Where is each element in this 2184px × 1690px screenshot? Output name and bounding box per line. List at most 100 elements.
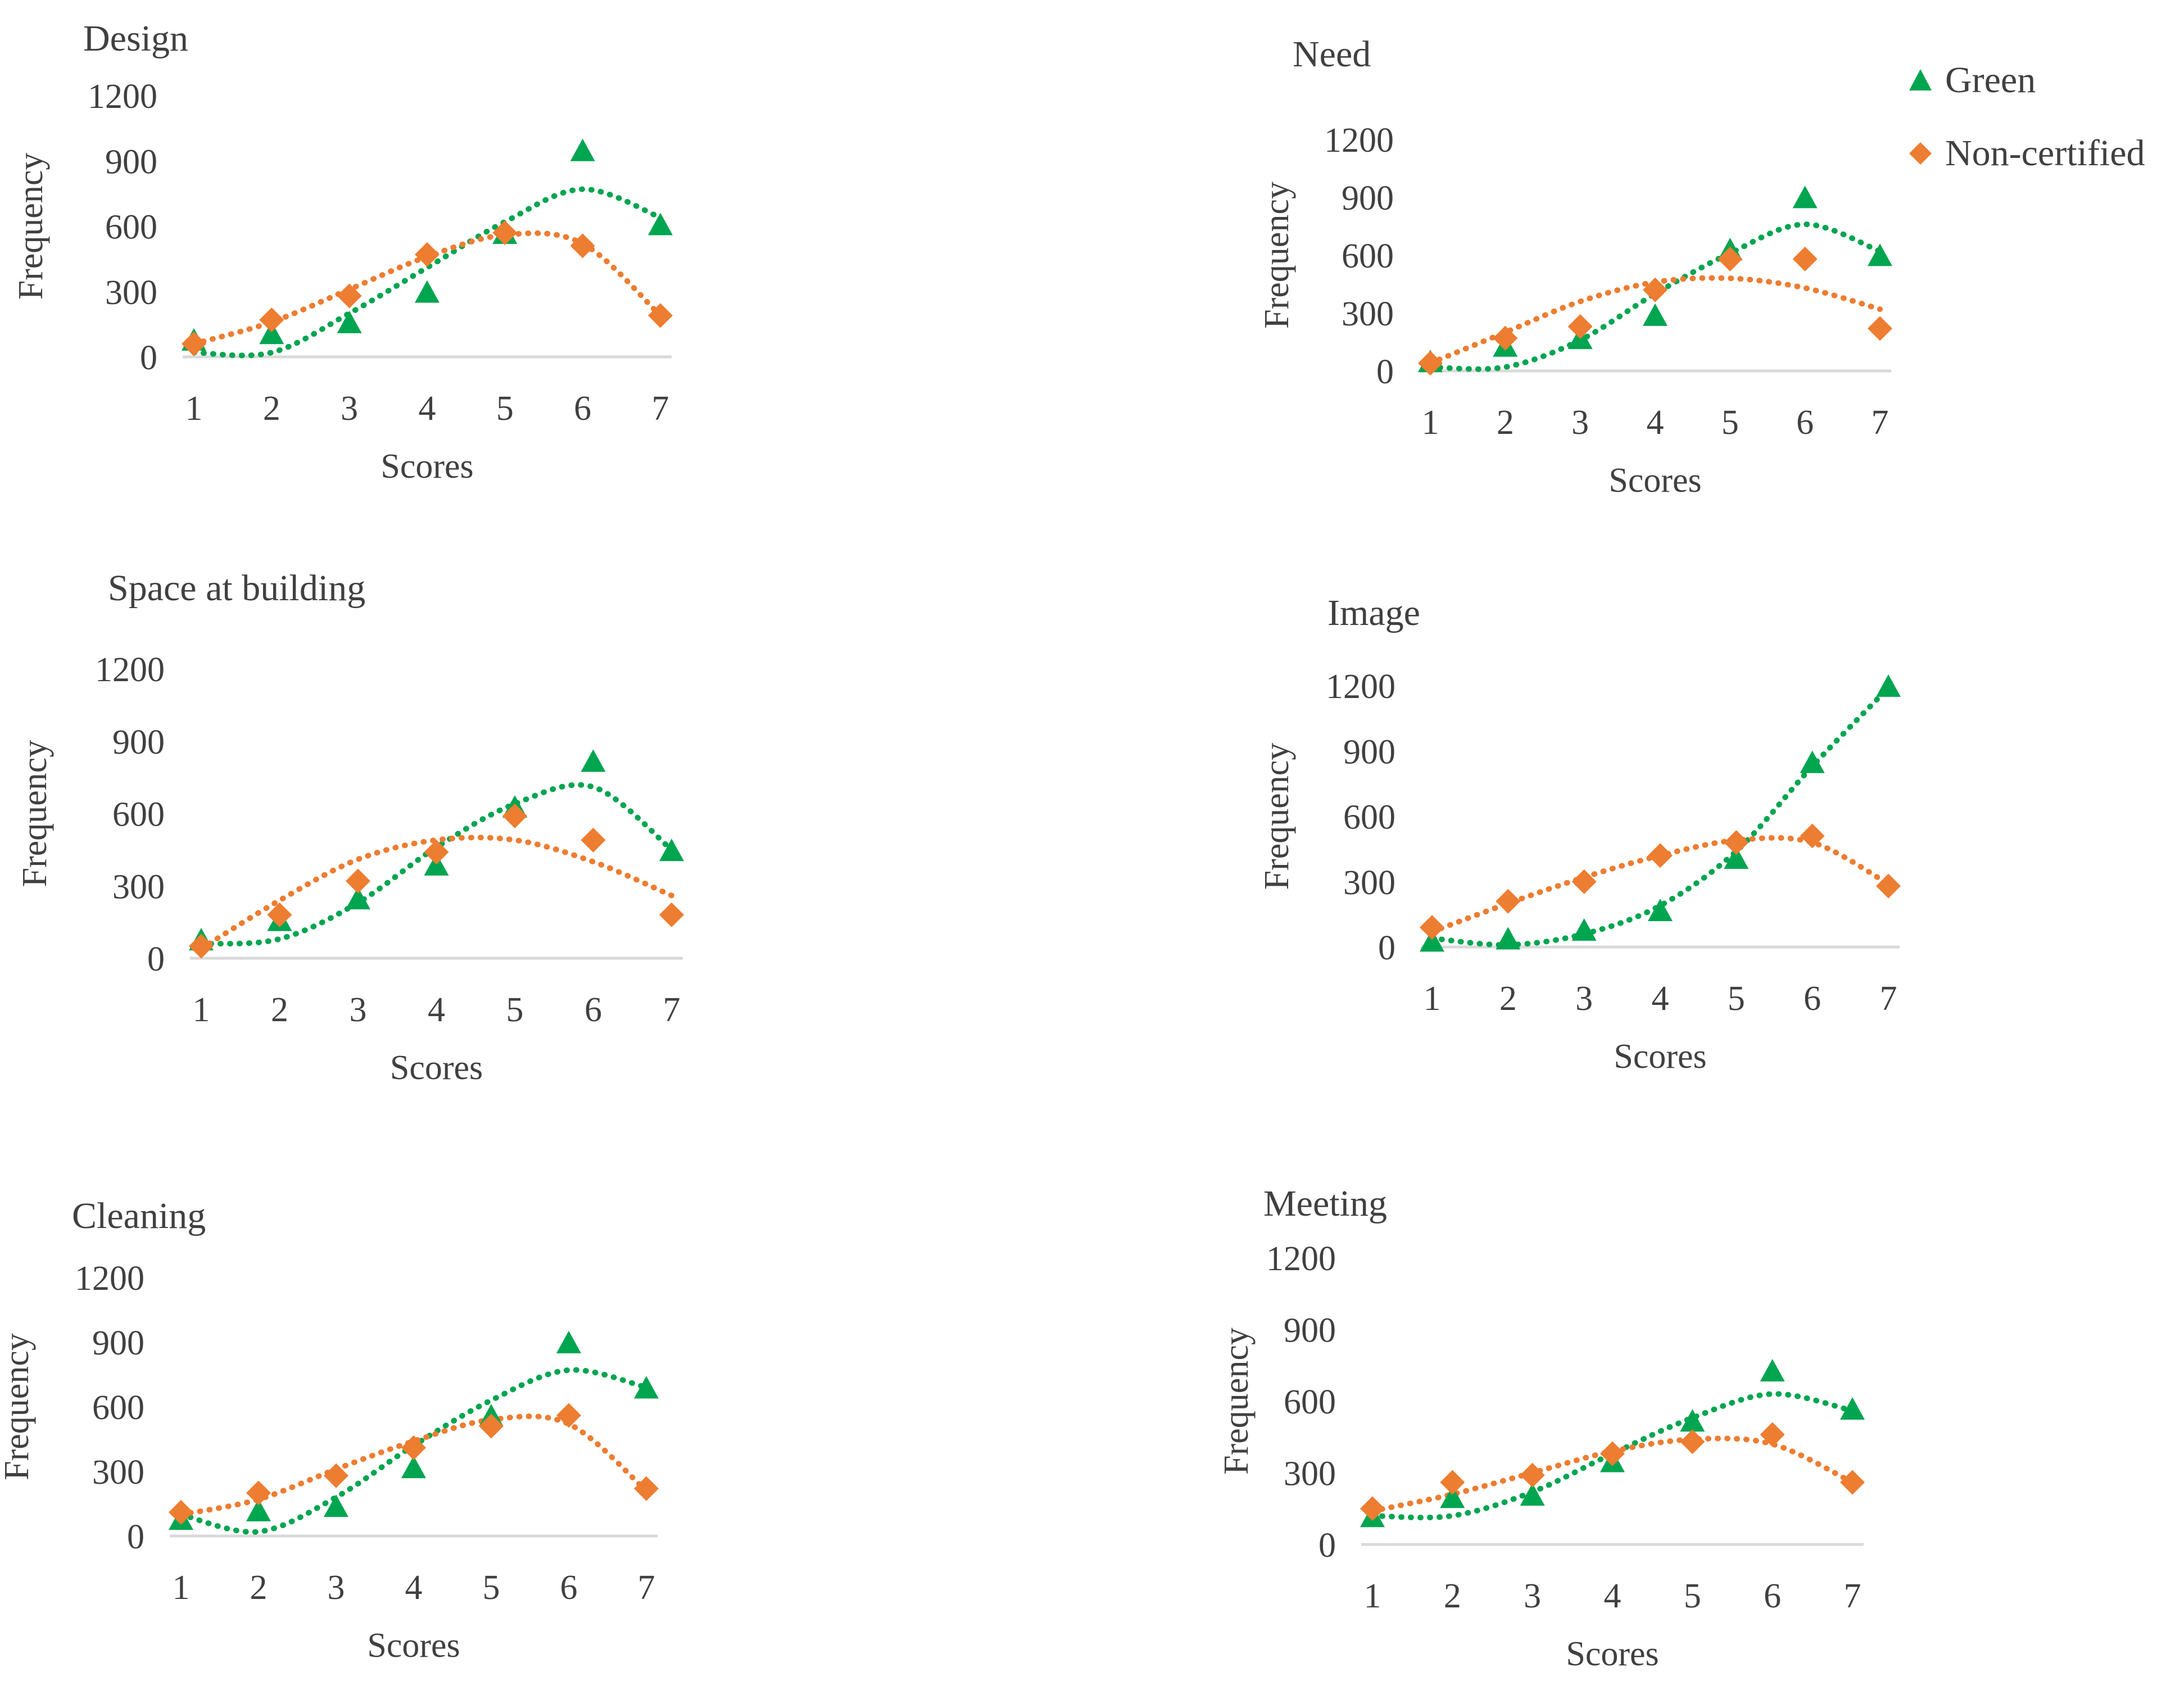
triangle-marker-icon <box>1909 69 1932 90</box>
triangle-point-green <box>337 310 362 333</box>
triangle-point-green <box>1496 927 1521 950</box>
y-axis-title: Frequency <box>1258 743 1296 890</box>
diamond-point-non-certified <box>424 840 449 865</box>
triangle-point-green <box>1724 846 1749 869</box>
x-tick-label: 1 <box>193 991 210 1029</box>
x-axis-title: Scores <box>367 1626 460 1665</box>
triangle-point-green <box>570 138 595 161</box>
y-tick-label: 600 <box>105 209 157 247</box>
diamond-point-non-certified <box>1724 830 1749 855</box>
x-tick-label: 3 <box>1524 1577 1541 1615</box>
legend-label-noncertified: Non-certified <box>1945 133 2145 174</box>
triangle-point-green <box>556 1330 581 1353</box>
x-tick-label: 1 <box>185 389 203 428</box>
y-tick-label: 900 <box>1342 179 1394 218</box>
x-tick-label: 7 <box>652 389 669 428</box>
triangle-point-green <box>246 1498 271 1521</box>
diamond-point-non-certified <box>1360 1496 1385 1521</box>
x-tick-label: 1 <box>1424 980 1441 1018</box>
legend-item-green: Green <box>1908 44 2178 117</box>
legend: Green Non-certified <box>1908 44 2178 190</box>
y-tick-label: 1200 <box>75 1259 144 1298</box>
x-tick-label: 7 <box>1844 1577 1861 1615</box>
x-tick-label: 5 <box>496 389 514 428</box>
x-tick-label: 6 <box>560 1569 578 1607</box>
x-tick-label: 5 <box>483 1569 500 1607</box>
diamond-point-non-certified <box>337 283 362 309</box>
triangle-point-green <box>581 749 606 772</box>
y-axis-title: Frequency <box>16 740 54 887</box>
triangle-point-green <box>1868 243 1892 266</box>
y-tick-label: 600 <box>1342 237 1394 275</box>
y-tick-label: 0 <box>1376 353 1394 391</box>
diamond-point-non-certified <box>1840 1470 1865 1495</box>
diamond-point-non-certified <box>1600 1441 1625 1466</box>
diamond-point-non-certified <box>401 1435 426 1460</box>
x-tick-label: 3 <box>341 389 358 428</box>
legend-noncertified-marker <box>1909 142 1932 165</box>
triangle-point-green <box>1420 929 1444 952</box>
x-tick-label: 4 <box>428 991 445 1029</box>
triangle-point-green <box>648 212 673 235</box>
diamond-point-non-certified <box>1493 325 1518 351</box>
y-tick-label: 300 <box>92 1453 144 1492</box>
chart-title: Space at building <box>108 568 365 609</box>
x-tick-label: 2 <box>1444 1577 1461 1615</box>
y-tick-label: 900 <box>1284 1312 1336 1350</box>
triangle-point-green <box>634 1376 659 1399</box>
diamond-point-non-certified <box>1718 246 1743 271</box>
y-axis-title: Frequency <box>1217 1327 1256 1475</box>
y-tick-label: 0 <box>1318 1526 1336 1565</box>
triangle-point-green <box>1571 918 1597 941</box>
chart-title: Need <box>1293 34 1371 75</box>
x-tick-label: 4 <box>419 389 436 428</box>
diamond-point-non-certified <box>1567 314 1593 339</box>
diamond-point-non-certified <box>267 902 292 927</box>
x-tick-label: 6 <box>1764 1577 1781 1615</box>
x-tick-label: 5 <box>1728 980 1745 1018</box>
x-tick-label: 3 <box>328 1569 345 1607</box>
legend-green-marker <box>1909 69 1932 90</box>
x-axis-title: Scores <box>1614 1037 1706 1076</box>
diamond-point-non-certified <box>556 1403 581 1428</box>
x-tick-label: 7 <box>638 1569 655 1607</box>
x-tick-label: 7 <box>1872 404 1889 442</box>
y-tick-label: 900 <box>1343 733 1395 771</box>
y-tick-label: 0 <box>127 1518 144 1556</box>
diamond-point-non-certified <box>1680 1429 1705 1455</box>
x-axis-title: Scores <box>1608 461 1701 500</box>
diamond-point-non-certified <box>1800 823 1825 849</box>
diamond-point-non-certified <box>1876 873 1901 899</box>
chart-title: Image <box>1327 592 1420 633</box>
diamond-point-non-certified <box>346 868 370 894</box>
diamond-point-non-certified <box>246 1480 271 1506</box>
diamond-point-non-certified <box>492 220 518 246</box>
y-axis-title: Frequency <box>12 153 50 300</box>
trendline-green <box>1428 221 1883 372</box>
trendline-non-certified <box>198 835 674 952</box>
triangle-point-green <box>1840 1397 1865 1420</box>
x-tick-label: 4 <box>1652 980 1669 1018</box>
x-tick-label: 7 <box>663 991 681 1029</box>
x-tick-label: 2 <box>250 1569 268 1607</box>
x-tick-label: 7 <box>1880 980 1897 1018</box>
chart-panel-meeting: Meeting 0 300 600 900 1200 1 2 3 4 5 6 7 Scores Freque… <box>1217 1183 1865 1673</box>
x-tick-label: 5 <box>506 991 524 1029</box>
y-tick-label: 600 <box>112 796 165 834</box>
diamond-point-non-certified <box>189 934 214 959</box>
y-tick-label: 600 <box>1284 1383 1336 1421</box>
diamond-point-non-certified <box>1868 316 1892 341</box>
triangle-point-green <box>1648 899 1673 921</box>
chart-title: Meeting <box>1263 1183 1387 1224</box>
trendline-green <box>198 782 674 947</box>
diamond-point-non-certified <box>169 1499 193 1525</box>
diamond-point-non-certified <box>1648 843 1673 868</box>
triangle-point-green <box>324 1494 348 1517</box>
x-tick-label: 4 <box>1604 1577 1621 1615</box>
triangle-point-green <box>1520 1483 1545 1506</box>
y-tick-label: 900 <box>92 1324 144 1362</box>
y-tick-label: 600 <box>1343 799 1395 837</box>
chart-panel-need: Need 0 300 600 900 1200 1 2 3 4 5 6 7 Scores Frequency <box>1258 34 1892 500</box>
x-tick-label: 4 <box>405 1569 423 1607</box>
